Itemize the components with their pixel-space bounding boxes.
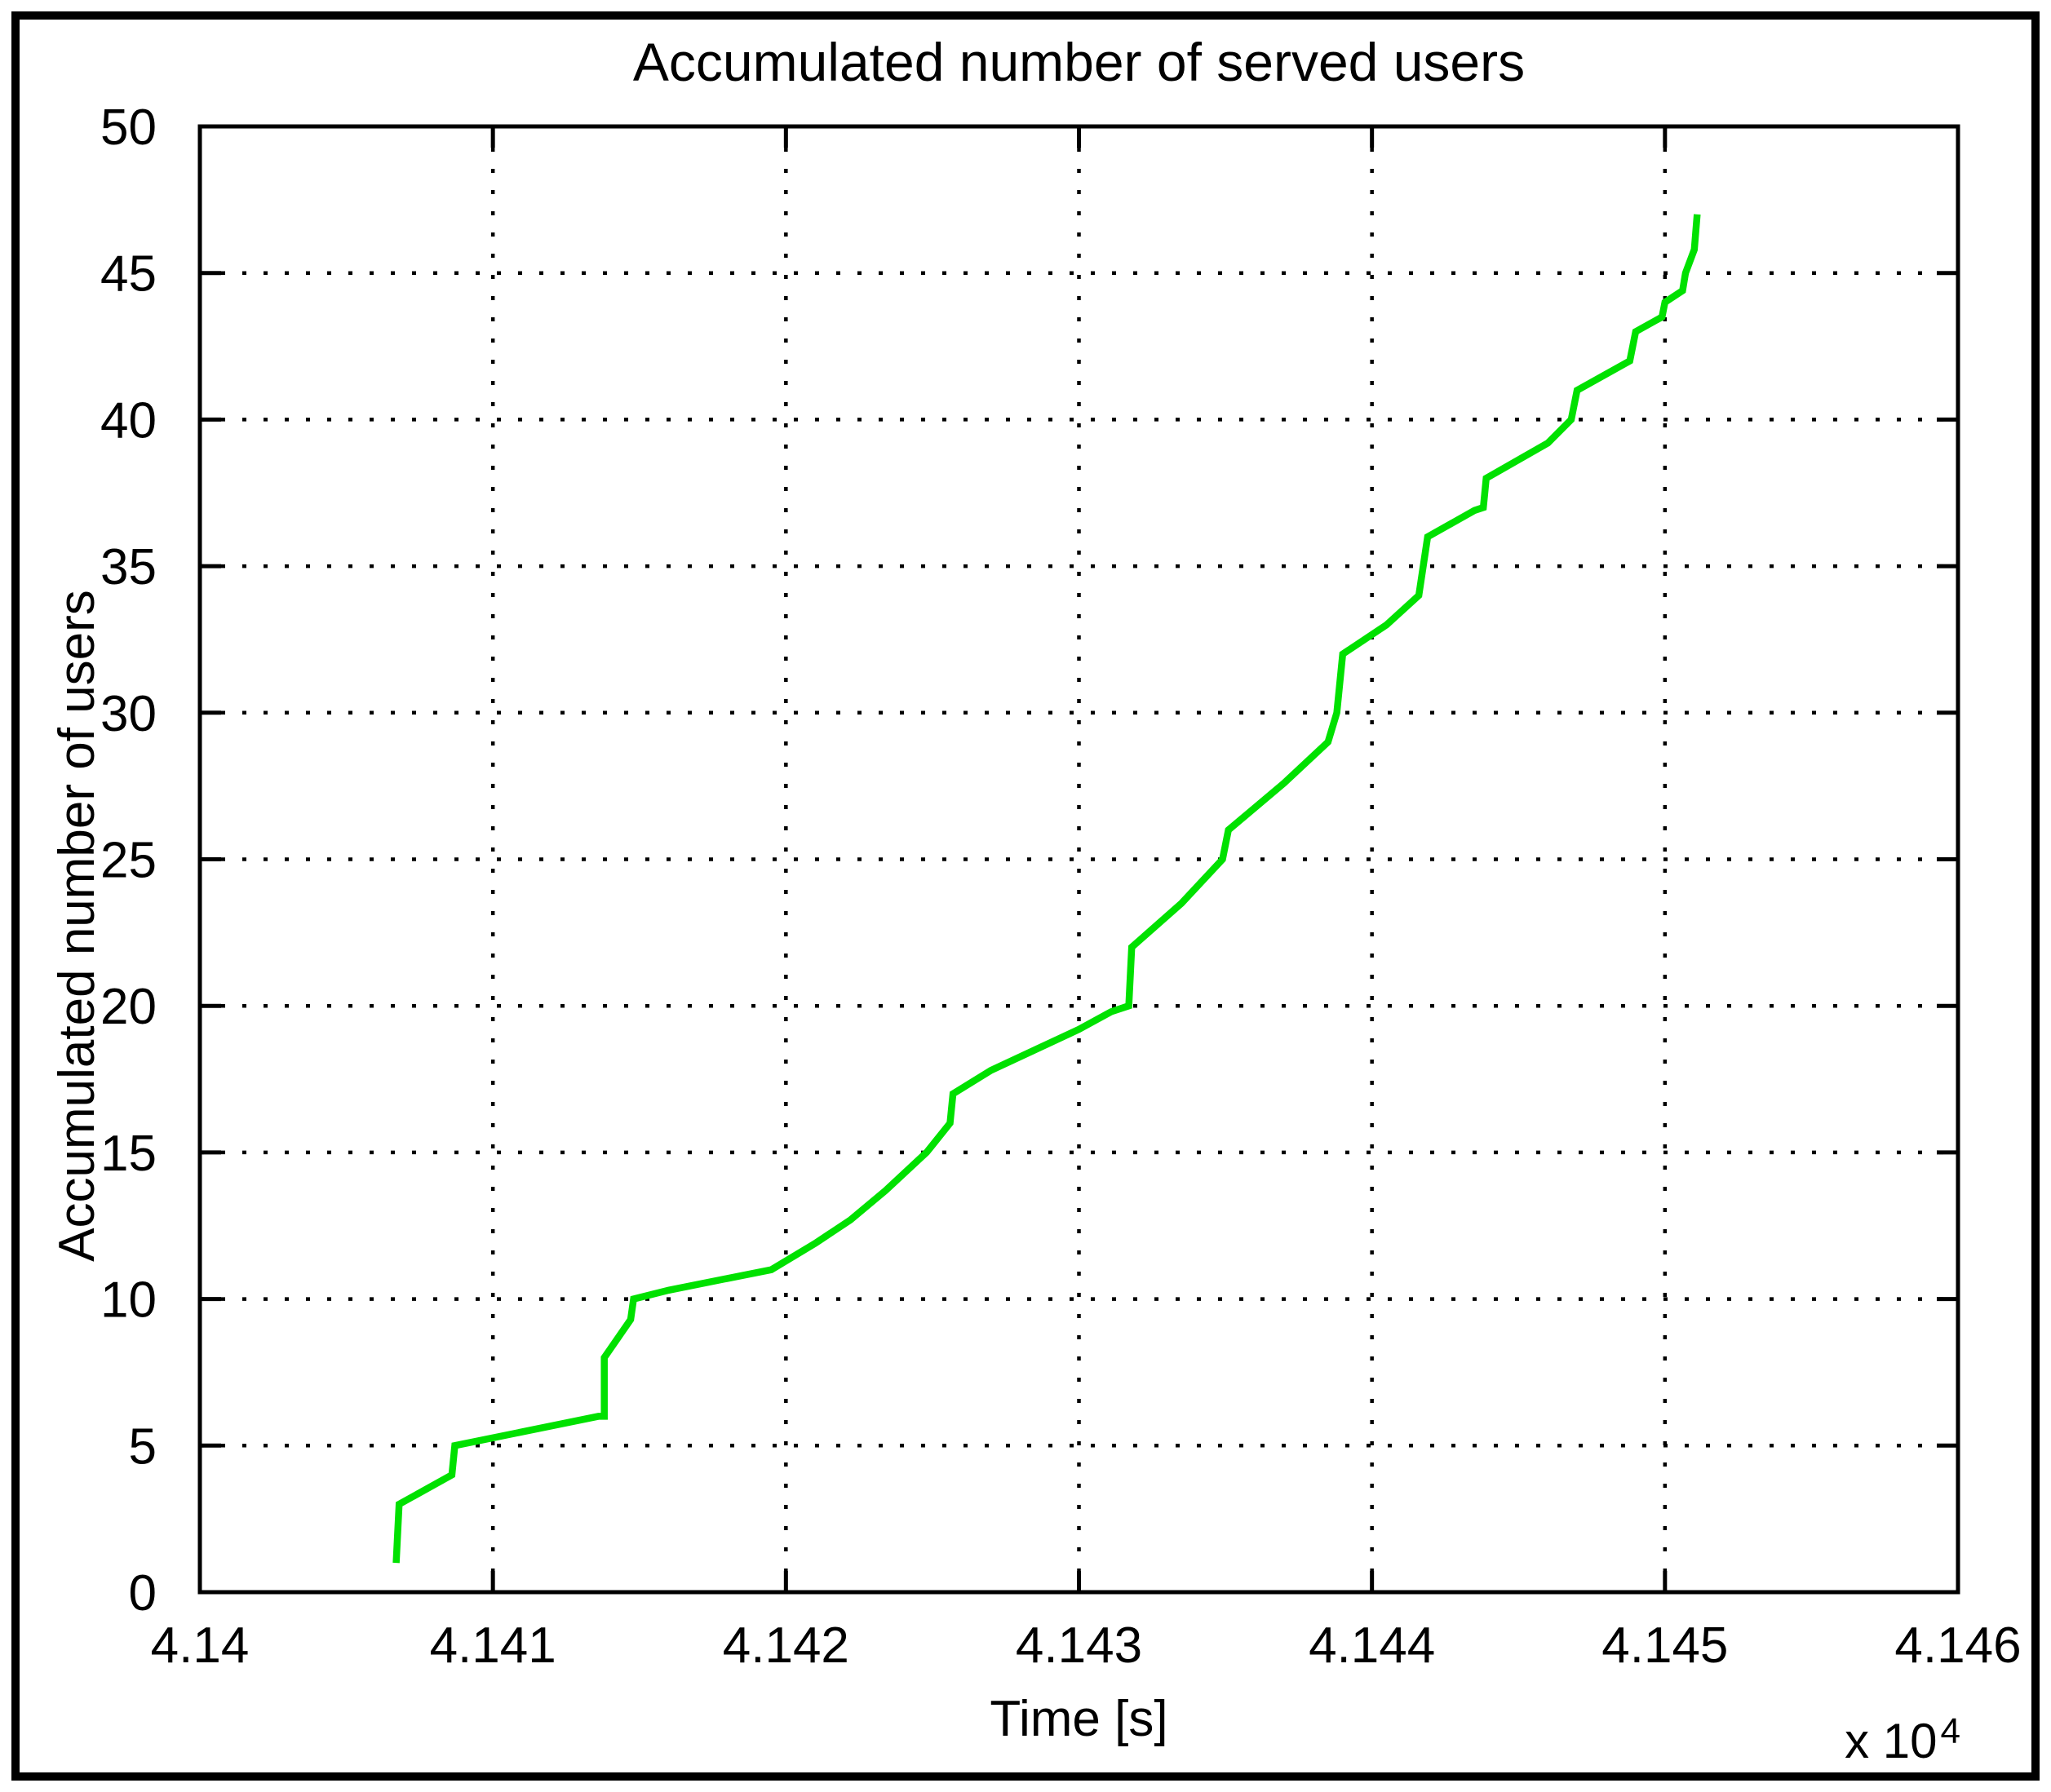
y-tick-label: 45 <box>100 246 157 303</box>
chart-title: Accumulated number of served users <box>632 32 1526 92</box>
y-tick-label: 5 <box>129 1418 157 1475</box>
y-axis-label: Accumulated number of users <box>48 590 105 1262</box>
x-tick-label: 4.143 <box>1016 1617 1142 1674</box>
y-tick-label: 15 <box>100 1126 157 1182</box>
x-tick-label: 4.142 <box>723 1617 849 1674</box>
x-tick-label: 4.14 <box>151 1617 250 1674</box>
series-line-accumulated-served-users <box>392 214 1701 1564</box>
x-axis-multiplier: x 104 <box>1845 1711 1960 1769</box>
x-tick-label: 4.146 <box>1894 1617 2021 1674</box>
x-axis-label: Time [s] <box>990 1691 1168 1747</box>
plot-frame <box>197 124 1960 1595</box>
y-tick-label: 20 <box>100 979 157 1035</box>
figure-border <box>11 11 2040 1781</box>
x-axis-multiplier-base: x 10 <box>1845 1714 1938 1768</box>
y-tick-label: 10 <box>100 1272 157 1329</box>
y-tick-label: 50 <box>100 100 157 156</box>
y-tick-label: 35 <box>100 539 157 595</box>
y-tick-label: 40 <box>100 392 157 449</box>
x-axis-multiplier-exponent: 4 <box>1940 1711 1960 1751</box>
y-tick-label: 25 <box>100 833 157 889</box>
x-tick-label: 4.144 <box>1309 1617 1435 1674</box>
y-tick-label: 0 <box>129 1565 157 1622</box>
x-tick-label: 4.141 <box>430 1617 556 1674</box>
y-tick-label: 30 <box>100 686 157 742</box>
x-tick-label: 4.145 <box>1601 1617 1728 1674</box>
